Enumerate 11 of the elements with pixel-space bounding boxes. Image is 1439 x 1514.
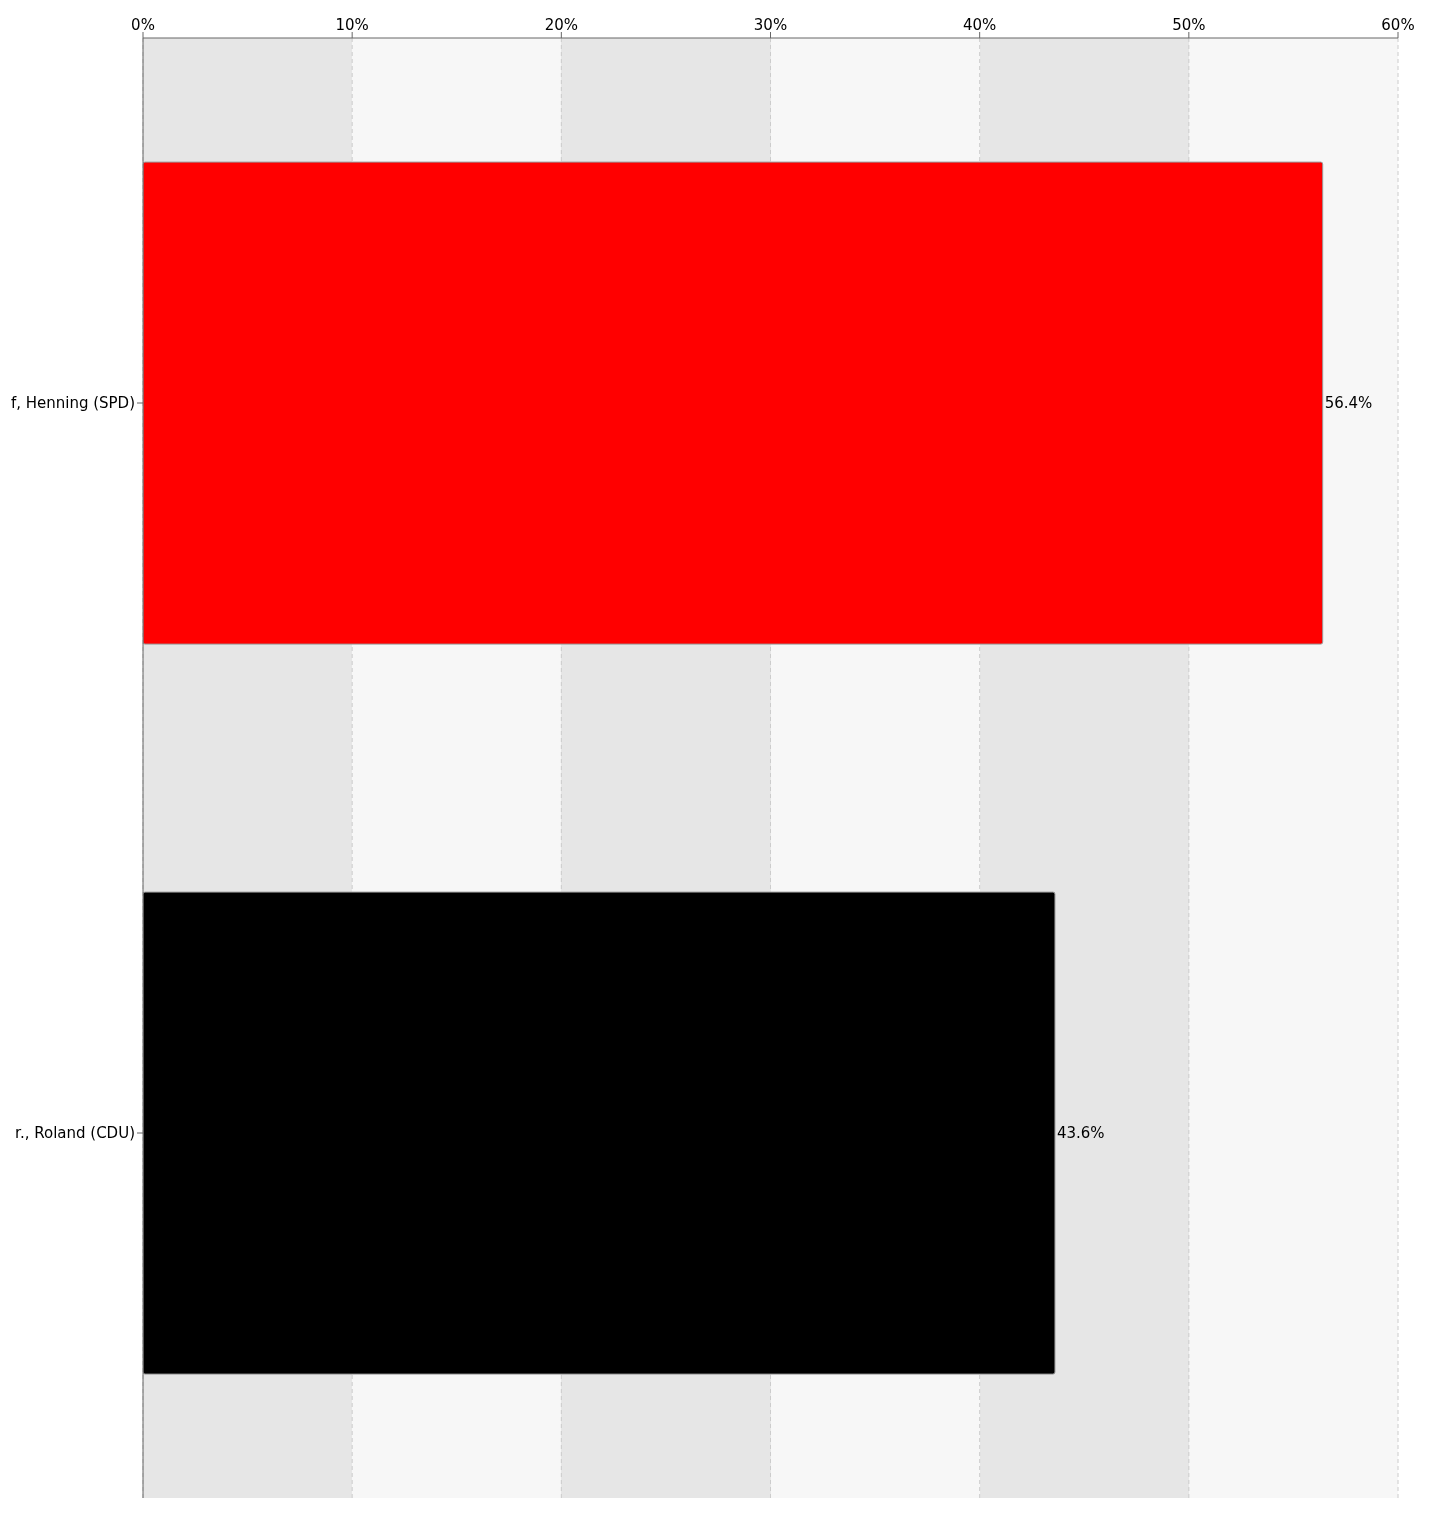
x-tick-label: 50% bbox=[1172, 16, 1206, 34]
data-label: 43.6% bbox=[1056, 1124, 1105, 1143]
x-tick-label: 30% bbox=[753, 16, 788, 34]
x-tick-label: 40% bbox=[962, 16, 997, 34]
y-tick-label: f, Henning (SPD) bbox=[10, 394, 135, 413]
x-tick-label: 60% bbox=[1381, 16, 1415, 34]
y-tick-label: r., Roland (CDU) bbox=[15, 1124, 135, 1143]
x-tick-label: 10% bbox=[335, 16, 369, 34]
data-label: 56.4% bbox=[1324, 394, 1373, 413]
x-tick-label: 0% bbox=[131, 16, 155, 34]
x-tick-label: 20% bbox=[544, 16, 579, 34]
